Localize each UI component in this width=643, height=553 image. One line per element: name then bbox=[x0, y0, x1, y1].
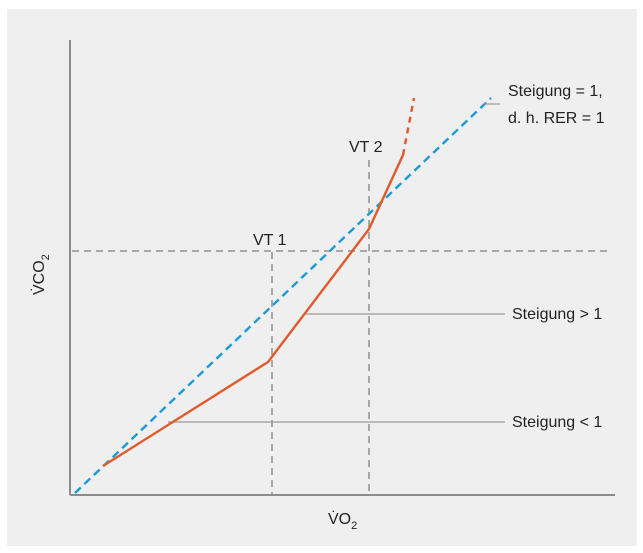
x-axis-label: V̇O2 bbox=[328, 510, 357, 532]
slope-equal-label-line1: Steigung = 1, bbox=[508, 83, 603, 100]
vco2-curve bbox=[103, 155, 403, 466]
y-axis-label-sub: 2 bbox=[40, 254, 52, 260]
y-axis-label: V̇CO2 bbox=[30, 254, 52, 295]
vco2-curve-extension bbox=[403, 98, 414, 155]
vt1-label: VT 1 bbox=[253, 232, 287, 249]
slope-equal-label-line2: d. h. RER = 1 bbox=[508, 110, 605, 127]
vt2-label: VT 2 bbox=[349, 139, 383, 156]
slope-less-label: Steigung < 1 bbox=[512, 414, 602, 431]
slope-greater-label: Steigung > 1 bbox=[512, 306, 602, 323]
x-axis-label-sub: 2 bbox=[351, 520, 357, 532]
y-axis-label-main: V̇CO bbox=[30, 260, 48, 295]
slope-one-line bbox=[75, 98, 491, 493]
x-axis-label-main: V̇O bbox=[328, 510, 351, 528]
